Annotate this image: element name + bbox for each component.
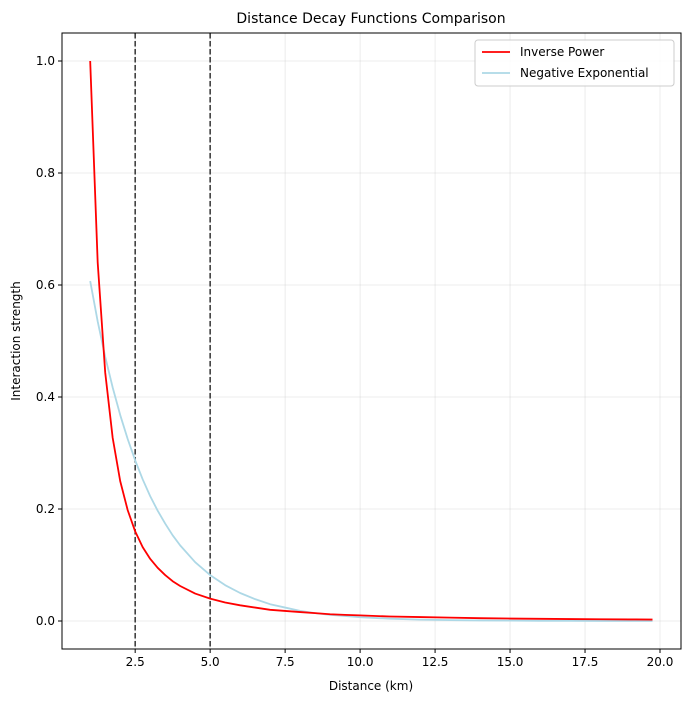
legend-label: Inverse Power bbox=[520, 45, 604, 59]
y-tick-label: 0.0 bbox=[36, 614, 55, 628]
grid bbox=[62, 33, 681, 649]
x-tick-label: 20.0 bbox=[647, 655, 674, 669]
y-tick-label: 0.6 bbox=[36, 278, 55, 292]
x-tick-label: 10.0 bbox=[347, 655, 374, 669]
plot-frame bbox=[61, 32, 682, 650]
x-tick-label: 17.5 bbox=[572, 655, 599, 669]
x-axis-label: Distance (km) bbox=[329, 679, 413, 693]
y-tick-label: 0.4 bbox=[36, 390, 55, 404]
series-line bbox=[89, 280, 653, 622]
legend-label: Negative Exponential bbox=[520, 66, 649, 80]
x-tick-label: 15.0 bbox=[497, 655, 524, 669]
series-line bbox=[89, 60, 653, 621]
x-tick-label: 7.5 bbox=[276, 655, 295, 669]
y-axis-ticks: 0.0 0.2 0.4 0.6 0.8 1.0 bbox=[36, 54, 62, 628]
y-tick-label: 1.0 bbox=[36, 54, 55, 68]
x-axis-ticks: 2.5 5.0 7.5 10.0 12.5 15.0 17.5 20.0 bbox=[126, 649, 674, 669]
x-tick-label: 12.5 bbox=[422, 655, 449, 669]
reference-lines bbox=[134, 33, 211, 649]
legend: Inverse Power Negative Exponential bbox=[474, 39, 675, 87]
legend-box bbox=[474, 39, 675, 87]
series-lines bbox=[89, 60, 653, 622]
y-tick-label: 0.8 bbox=[36, 166, 55, 180]
y-tick-label: 0.2 bbox=[36, 502, 55, 516]
chart-title: Distance Decay Functions Comparison bbox=[236, 11, 505, 27]
y-axis-label: Interaction strength bbox=[9, 281, 23, 400]
x-tick-label: 5.0 bbox=[201, 655, 220, 669]
x-tick-label: 2.5 bbox=[126, 655, 145, 669]
